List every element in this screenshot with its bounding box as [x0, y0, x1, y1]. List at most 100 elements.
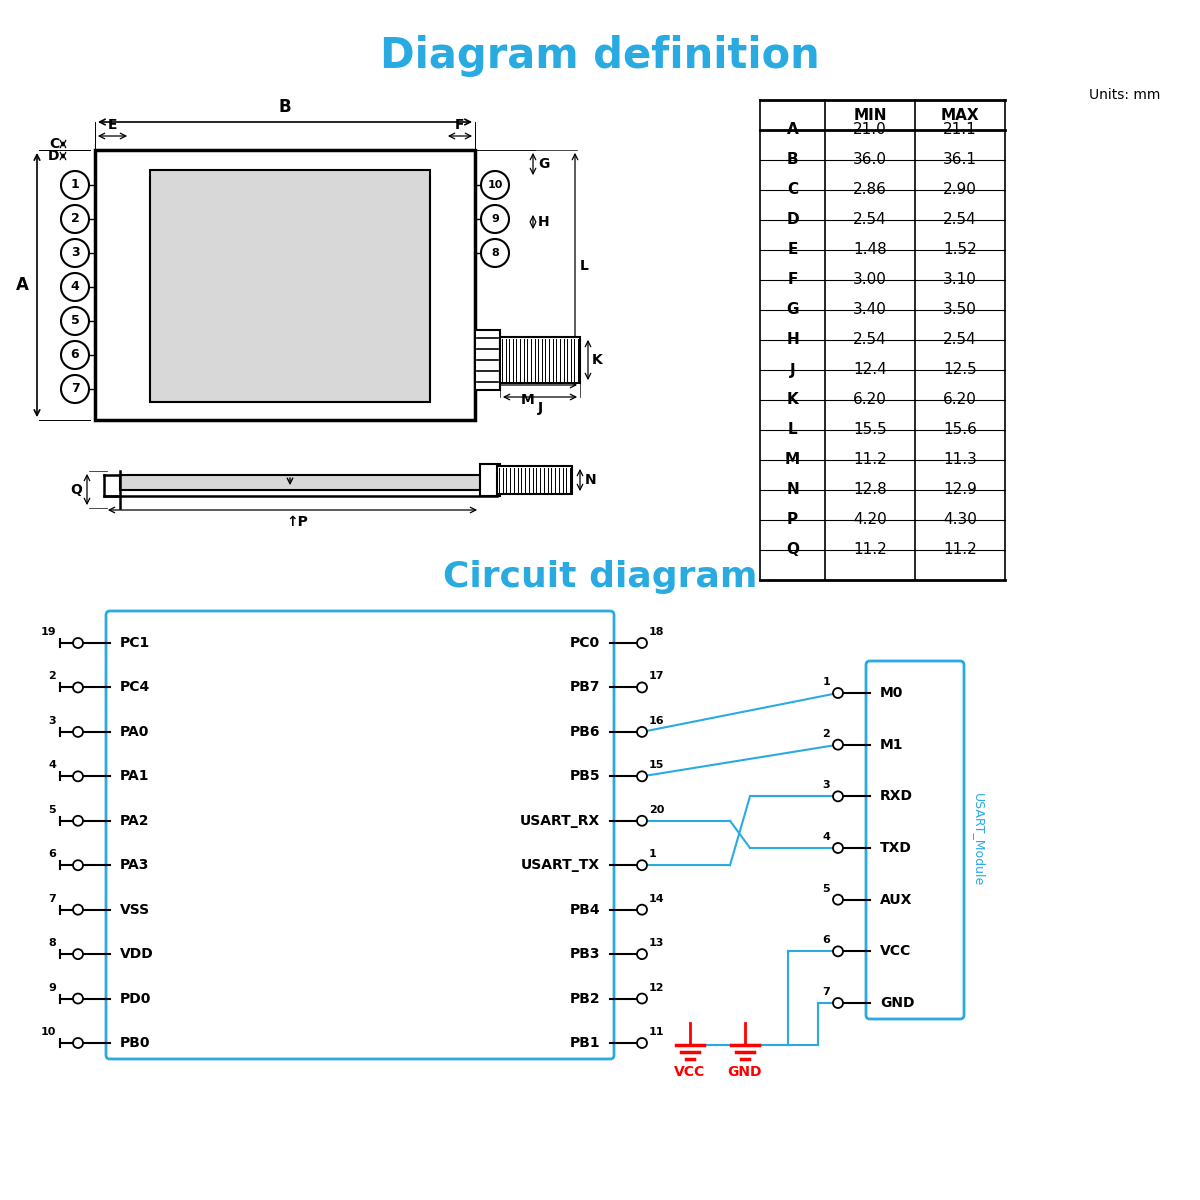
Text: PB0: PB0 — [120, 1036, 150, 1050]
Circle shape — [637, 905, 647, 914]
Text: 1: 1 — [71, 179, 79, 192]
Text: 18: 18 — [649, 626, 665, 637]
Text: 19: 19 — [41, 626, 56, 637]
Text: 7: 7 — [48, 894, 56, 904]
Text: PB3: PB3 — [570, 947, 600, 961]
Circle shape — [73, 905, 83, 914]
Text: 12.5: 12.5 — [943, 362, 977, 378]
Circle shape — [73, 949, 83, 959]
Text: 11.2: 11.2 — [853, 452, 887, 468]
Text: 6: 6 — [71, 348, 79, 361]
Text: N: N — [786, 482, 799, 498]
Circle shape — [73, 772, 83, 781]
Bar — [480, 464, 500, 496]
Text: M: M — [521, 392, 534, 407]
Circle shape — [637, 994, 647, 1003]
Circle shape — [637, 949, 647, 959]
Text: 2.54: 2.54 — [943, 332, 977, 348]
Text: 5: 5 — [71, 314, 79, 328]
Text: 14: 14 — [649, 894, 665, 904]
Circle shape — [61, 239, 89, 266]
Text: 8: 8 — [48, 938, 56, 948]
Circle shape — [833, 791, 842, 802]
Text: USART_Module: USART_Module — [972, 793, 984, 887]
Text: Q: Q — [786, 542, 799, 558]
Text: VDD: VDD — [120, 947, 154, 961]
Circle shape — [61, 272, 89, 301]
Circle shape — [637, 727, 647, 737]
Text: 36.0: 36.0 — [853, 152, 887, 168]
Text: 2: 2 — [71, 212, 79, 226]
Text: 11.2: 11.2 — [943, 542, 977, 558]
Text: Units: mm: Units: mm — [1088, 88, 1160, 102]
FancyBboxPatch shape — [866, 661, 964, 1019]
Text: 2.86: 2.86 — [853, 182, 887, 198]
Circle shape — [61, 205, 89, 233]
Text: 12.4: 12.4 — [853, 362, 887, 378]
Text: 3.00: 3.00 — [853, 272, 887, 288]
Circle shape — [833, 688, 842, 698]
Text: 4: 4 — [71, 281, 79, 294]
Text: K: K — [787, 392, 798, 408]
Text: 12.8: 12.8 — [853, 482, 887, 498]
Text: Circuit diagram: Circuit diagram — [443, 560, 757, 594]
Circle shape — [637, 860, 647, 870]
Text: 2.90: 2.90 — [943, 182, 977, 198]
Bar — [120, 475, 485, 490]
Circle shape — [73, 860, 83, 870]
Text: 5: 5 — [48, 805, 56, 815]
Text: 16: 16 — [649, 716, 665, 726]
Text: 36.1: 36.1 — [943, 152, 977, 168]
Text: 11.3: 11.3 — [943, 452, 977, 468]
Text: 8: 8 — [491, 248, 499, 258]
Text: L: L — [787, 422, 797, 438]
Text: PA1: PA1 — [120, 769, 150, 784]
Circle shape — [73, 816, 83, 826]
Text: 2.54: 2.54 — [943, 212, 977, 228]
Text: PA2: PA2 — [120, 814, 150, 828]
Circle shape — [73, 638, 83, 648]
Bar — [497, 466, 572, 494]
Bar — [475, 330, 500, 390]
Circle shape — [833, 842, 842, 853]
Text: G: G — [538, 157, 550, 170]
Text: H: H — [786, 332, 799, 348]
Text: 4.30: 4.30 — [943, 512, 977, 528]
Text: ↑P: ↑P — [287, 515, 308, 529]
Text: Diagram definition: Diagram definition — [380, 35, 820, 77]
Text: PC4: PC4 — [120, 680, 150, 695]
Text: E: E — [108, 118, 118, 132]
Circle shape — [73, 683, 83, 692]
Text: 6.20: 6.20 — [853, 392, 887, 408]
Circle shape — [637, 816, 647, 826]
Text: 1: 1 — [649, 850, 656, 859]
Circle shape — [61, 341, 89, 370]
Text: GND: GND — [727, 1066, 762, 1079]
Text: 6: 6 — [48, 850, 56, 859]
Text: E: E — [787, 242, 798, 258]
Circle shape — [637, 1038, 647, 1048]
Circle shape — [61, 170, 89, 199]
Text: A: A — [16, 276, 29, 294]
Text: G: G — [786, 302, 799, 318]
Text: 1.48: 1.48 — [853, 242, 887, 258]
Text: K: K — [592, 353, 602, 367]
Text: 3: 3 — [822, 780, 830, 791]
Text: H: H — [538, 215, 550, 229]
Text: A: A — [787, 122, 798, 138]
Text: 9: 9 — [48, 983, 56, 992]
Text: 2.54: 2.54 — [853, 332, 887, 348]
Text: 3: 3 — [48, 716, 56, 726]
Circle shape — [73, 1038, 83, 1048]
Text: 5: 5 — [822, 883, 830, 894]
Text: 11: 11 — [649, 1027, 665, 1037]
Text: B: B — [787, 152, 798, 168]
Text: 20: 20 — [649, 805, 665, 815]
Circle shape — [481, 239, 509, 266]
Text: PB1: PB1 — [569, 1036, 600, 1050]
Text: 3.50: 3.50 — [943, 302, 977, 318]
Text: F: F — [787, 272, 798, 288]
Circle shape — [61, 374, 89, 403]
Text: C: C — [787, 182, 798, 198]
Text: 6: 6 — [822, 935, 830, 946]
